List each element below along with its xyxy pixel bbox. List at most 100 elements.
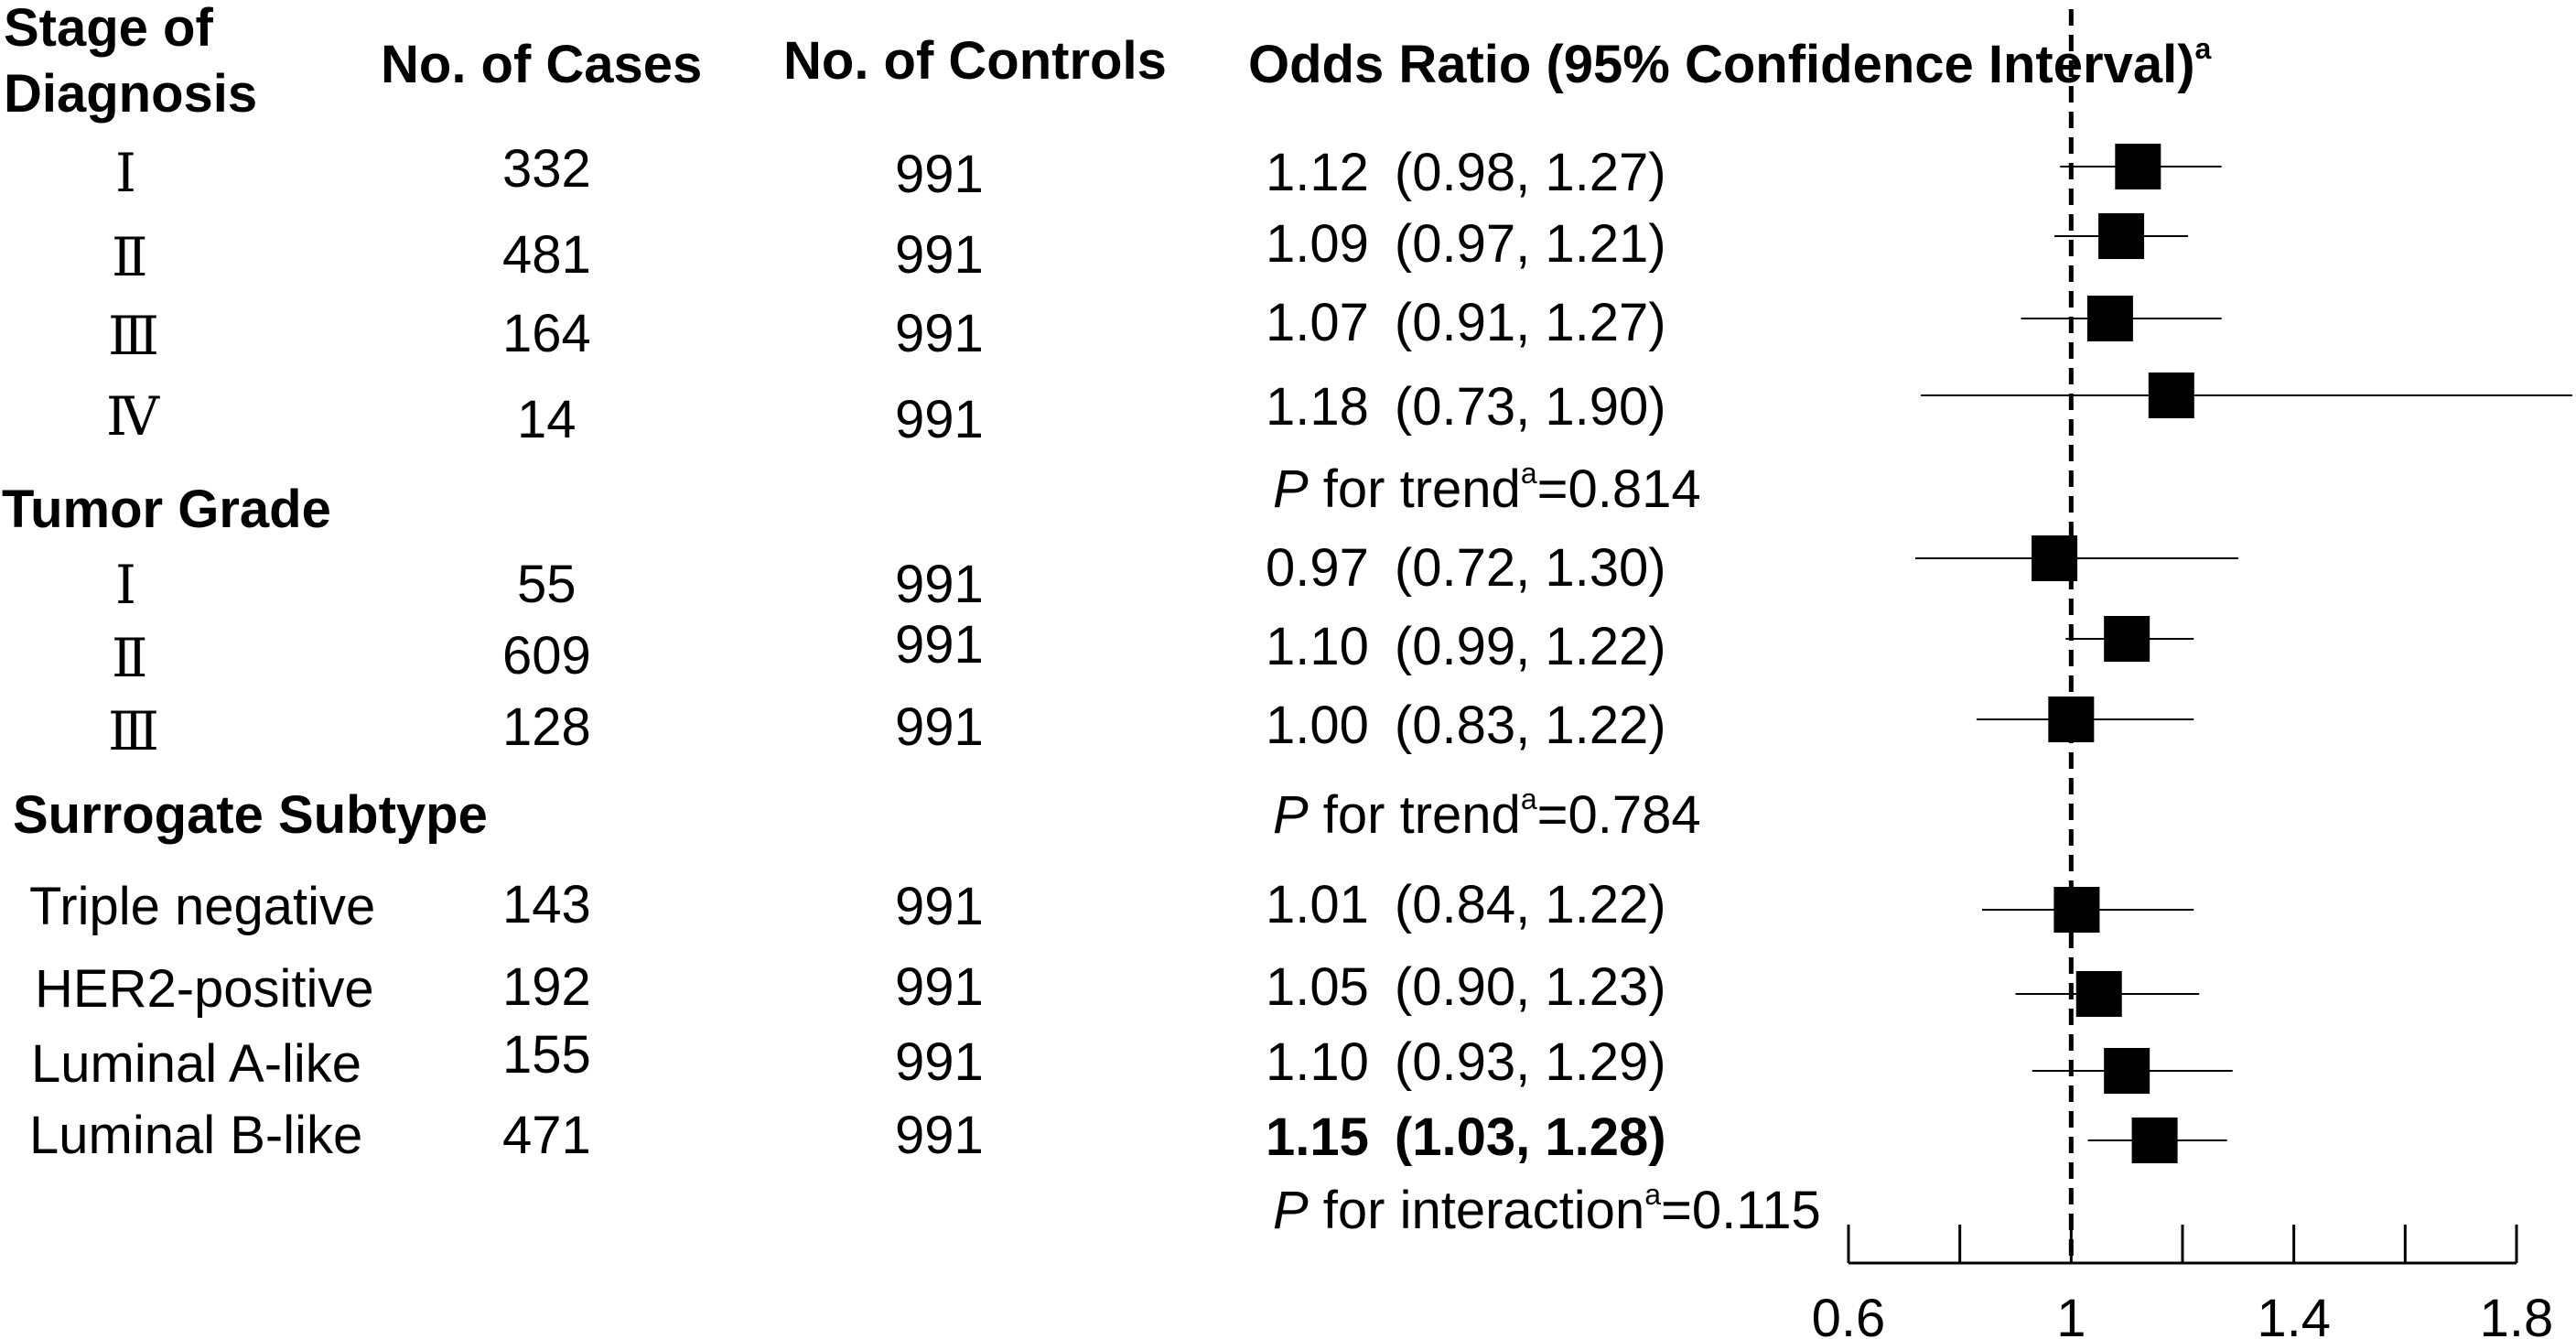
stage-header-line1: Stage of	[4, 0, 213, 58]
row-label-grade-2: Ⅱ	[112, 627, 148, 689]
cases-value: 143	[502, 875, 591, 934]
p-symbol: P	[1273, 785, 1309, 845]
ci-value: (0.98, 1.27)	[1394, 143, 1666, 202]
cases-value: 332	[502, 139, 591, 199]
p-trend-grade: P for trenda=0.784	[1273, 784, 1701, 842]
row-label-stage-1: Ⅰ	[115, 142, 136, 204]
odds-ratio-cell: 1.09 (0.97, 1.21)	[1266, 218, 1666, 271]
cases-value: 481	[502, 225, 591, 285]
stage-header-line2: Diagnosis	[4, 64, 258, 124]
controls-value: 991	[895, 225, 984, 285]
controls-value: 991	[895, 957, 984, 1017]
tumor-grade-section-header: Tumor Grade	[2, 480, 331, 539]
odds-ratio-cell: 1.10 (0.99, 1.22)	[1266, 621, 1666, 674]
or-value: 1.10	[1266, 1032, 1369, 1092]
odds-ratio-header: Odds Ratio (95% Confidence Interval)a	[1248, 34, 2211, 94]
cases-value: 128	[502, 697, 591, 757]
odds-ratio-cell: 1.00 (0.83, 1.22)	[1266, 699, 1666, 752]
row-label-luminal-b: Luminal B-like	[29, 1106, 363, 1165]
odds-ratio-header-text: Odds Ratio (95% Confidence Interval)	[1248, 35, 2195, 94]
point-marker	[2053, 887, 2100, 933]
point-marker	[2148, 373, 2194, 418]
or-value: 1.18	[1266, 377, 1369, 437]
odds-ratio-footnote-mark: a	[2194, 31, 2212, 65]
ci-value: (0.90, 1.23)	[1394, 957, 1666, 1017]
x-tick-label: 1.8	[2480, 1289, 2554, 1339]
p-interaction-subtype: P for interactiona=0.115	[1273, 1180, 1821, 1240]
p-value: =0.115	[1661, 1181, 1821, 1240]
x-tick-label: 1	[2056, 1289, 2086, 1339]
p-symbol: P	[1273, 1181, 1309, 1240]
or-value: 1.15	[1266, 1107, 1369, 1167]
row-label-stage-3: Ⅲ	[108, 305, 159, 367]
point-marker	[2032, 535, 2078, 581]
p-trend-stage: P for trenda=0.814	[1273, 459, 1701, 516]
odds-ratio-cell: 1.01 (0.84, 1.22)	[1266, 879, 1666, 932]
controls-value: 991	[895, 1032, 984, 1092]
controls-value: 991	[895, 697, 984, 757]
or-value: 1.01	[1266, 875, 1369, 934]
odds-ratio-cell: 1.05 (0.90, 1.23)	[1266, 961, 1666, 1014]
odds-ratio-cell: 1.12 (0.98, 1.27)	[1266, 146, 1666, 200]
cases-value: 192	[502, 957, 591, 1017]
footnote-mark: a	[1644, 1177, 1661, 1211]
row-label-her2-positive: HER2-positive	[35, 959, 374, 1019]
row-label-triple-negative: Triple negative	[29, 877, 376, 936]
p-label: for interaction	[1308, 1181, 1645, 1240]
cases-value: 155	[502, 1025, 591, 1085]
cases-header: No. of Cases	[381, 35, 703, 94]
odds-ratio-cell: 1.07 (0.91, 1.27)	[1266, 297, 1666, 350]
or-value: 1.10	[1266, 617, 1369, 676]
p-symbol: P	[1273, 459, 1309, 519]
row-label-stage-4: Ⅳ	[106, 385, 159, 448]
odds-ratio-cell: 1.18 (0.73, 1.90)	[1266, 381, 1666, 434]
odds-ratio-cell-significant: 1.15 (1.03, 1.28)	[1266, 1111, 1666, 1164]
ci-value: (0.83, 1.22)	[1394, 696, 1666, 755]
ci-value: (0.99, 1.22)	[1394, 617, 1666, 676]
controls-value: 991	[895, 555, 984, 614]
footnote-mark: a	[1520, 456, 1537, 490]
ci-value: (1.03, 1.28)	[1394, 1107, 1666, 1167]
odds-ratio-cell: 0.97 (0.72, 1.30)	[1266, 542, 1666, 595]
ci-value: (0.91, 1.27)	[1394, 293, 1666, 352]
point-marker	[2086, 296, 2133, 341]
surrogate-subtype-section-header: Surrogate Subtype	[13, 785, 488, 845]
row-label-stage-2: Ⅱ	[112, 226, 148, 288]
ci-value: (0.72, 1.30)	[1394, 538, 1666, 598]
controls-value: 991	[895, 304, 984, 363]
or-value: 1.00	[1266, 696, 1369, 755]
controls-header: No. of Controls	[783, 31, 1167, 91]
point-marker	[2075, 971, 2122, 1017]
or-value: 1.07	[1266, 293, 1369, 352]
point-marker	[2104, 1048, 2150, 1094]
point-marker	[2048, 696, 2095, 742]
cases-value: 609	[502, 626, 591, 686]
cases-value: 164	[502, 304, 591, 363]
p-label: for trend	[1308, 785, 1521, 845]
x-tick-label: 1.4	[2257, 1289, 2331, 1339]
row-label-grade-1: Ⅰ	[115, 554, 136, 616]
cases-value: 14	[517, 390, 577, 449]
point-marker	[2131, 1118, 2178, 1163]
controls-value: 991	[895, 390, 984, 449]
p-label: for trend	[1308, 459, 1521, 519]
ci-value: (0.73, 1.90)	[1394, 377, 1666, 437]
row-label-grade-3: Ⅲ	[108, 700, 159, 762]
or-value: 1.12	[1266, 143, 1369, 202]
controls-value: 991	[895, 145, 984, 204]
or-value: 1.05	[1266, 957, 1369, 1017]
p-value: =0.784	[1536, 785, 1701, 845]
row-label-luminal-a: Luminal A-like	[31, 1034, 362, 1094]
ci-value: (0.84, 1.22)	[1394, 875, 1666, 934]
controls-value: 991	[895, 1106, 984, 1165]
p-value: =0.814	[1536, 459, 1701, 519]
or-value: 0.97	[1266, 538, 1369, 598]
point-marker	[2104, 616, 2150, 662]
ci-value: (0.93, 1.29)	[1394, 1032, 1666, 1092]
x-tick-label: 0.6	[1812, 1289, 1886, 1339]
point-marker	[2115, 144, 2161, 189]
controls-value: 991	[895, 615, 984, 675]
ci-value: (0.97, 1.21)	[1394, 214, 1666, 274]
footnote-mark: a	[1520, 782, 1537, 815]
